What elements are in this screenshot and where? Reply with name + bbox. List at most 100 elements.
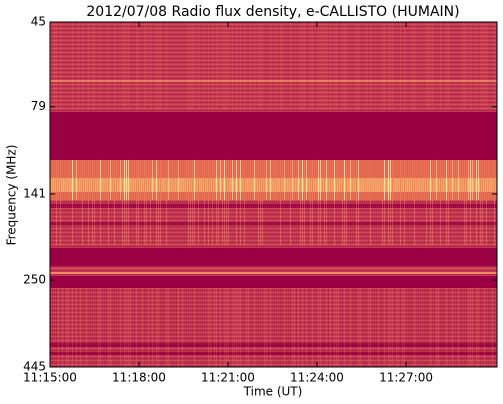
texture-line [264,22,265,110]
texture-line [336,22,337,110]
texture-line [282,160,283,200]
texture-line [150,200,151,245]
texture-line [84,200,85,245]
texture-line [232,22,233,110]
texture-line [482,200,483,245]
texture-line [116,160,117,200]
texture-line [120,22,121,110]
texture-line [310,160,311,200]
texture-line [260,200,261,245]
texture-line [410,160,411,200]
texture-line [60,22,61,110]
texture-line [302,160,303,200]
texture-line [474,200,475,245]
texture-line [126,288,127,366]
texture-line [212,288,213,366]
texture-line [334,288,335,366]
texture-line [426,200,427,245]
texture-line [282,200,283,245]
texture-line [236,200,237,245]
texture-line [76,200,77,245]
texture-line [310,22,311,110]
texture-line [252,200,253,245]
texture-line [96,22,97,110]
texture-line [116,22,117,110]
texture-line [130,288,131,366]
texture-line [296,200,297,245]
texture-line [196,22,197,110]
texture-line [344,200,345,245]
texture-line [352,288,353,366]
texture-line [104,288,105,366]
texture-line [174,288,175,366]
texture-line [336,288,337,366]
texture-line [150,288,151,366]
texture-line [316,160,317,200]
texture-line [118,288,119,366]
texture-line [258,200,259,245]
texture-line [106,22,107,110]
texture-line [420,200,421,245]
texture-line [336,200,337,245]
texture-line [394,288,395,366]
texture-line [318,160,319,200]
texture-line [286,160,287,200]
texture-line [306,200,307,245]
texture-line [92,288,93,366]
texture-line [384,288,385,366]
texture-line [416,22,417,110]
texture-line [80,200,81,245]
texture-line [406,22,407,110]
texture-line [158,22,159,110]
texture-line [190,288,191,366]
texture-line [346,22,347,110]
texture-line [430,288,431,366]
texture-line [68,288,69,366]
texture-line [442,288,443,366]
texture-line [296,288,297,366]
texture-line [312,288,313,366]
texture-line [162,200,163,245]
texture-line [414,288,415,366]
texture-line [292,200,293,245]
texture-line [450,22,451,110]
texture-line [392,288,393,366]
texture-line [324,22,325,110]
texture-line [94,160,95,200]
texture-line [494,160,495,200]
texture-line [188,200,189,245]
texture-line [276,22,277,110]
texture-line [94,200,95,245]
texture-line [160,200,161,245]
texture-line [308,22,309,110]
texture-line [356,200,357,245]
texture-line [336,160,337,200]
texture-line [360,22,361,110]
texture-line [266,200,267,245]
texture-line [268,160,269,200]
texture-line [266,22,267,110]
texture-line [400,160,401,200]
texture-line [164,200,165,245]
texture-line [268,288,269,366]
texture-line [138,160,139,200]
texture-line [446,200,447,245]
texture-line [64,160,65,200]
texture-line [426,22,427,110]
texture-line [360,160,361,200]
texture-line [224,200,225,245]
texture-line [242,200,243,245]
texture-line [124,160,125,200]
texture-line [388,160,389,200]
texture-line [436,288,437,366]
texture-line [480,160,481,200]
texture-line [222,160,223,200]
texture-line [184,160,185,200]
texture-line [112,22,113,110]
texture-line [250,288,251,366]
texture-line [168,160,169,200]
texture-line [398,200,399,245]
texture-line [436,200,437,245]
texture-line [486,160,487,200]
texture-line [244,200,245,245]
